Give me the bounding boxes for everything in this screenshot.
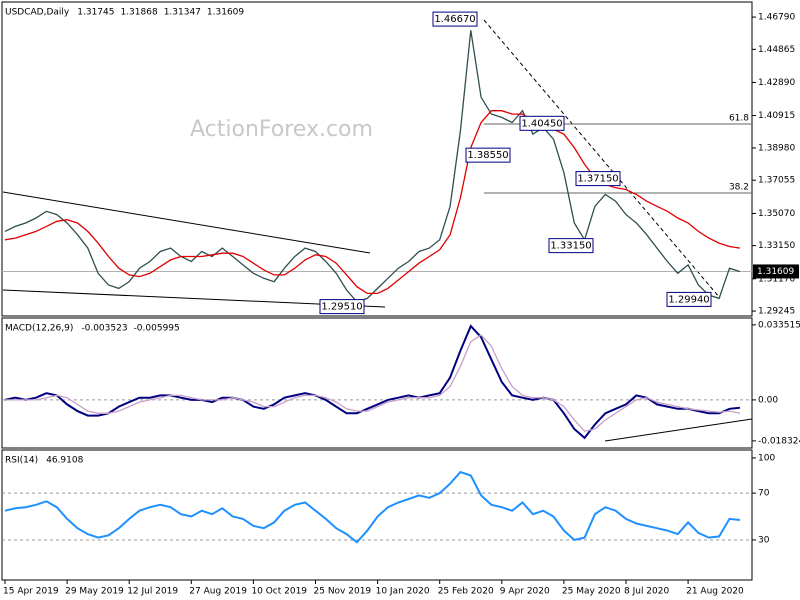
annotation-label: 1.29510	[321, 302, 362, 313]
fib-label: 61.8	[729, 113, 749, 123]
readout: 1.31868	[120, 8, 157, 18]
annotation-box	[319, 299, 365, 315]
readout: -0.005995	[134, 324, 180, 334]
annotation-box	[519, 115, 565, 131]
annotation-label: 1.46670	[434, 14, 475, 25]
y-tick-label: 1.37055	[758, 176, 795, 186]
y-tick-label: 0.033515	[758, 320, 800, 330]
y-tick-label: 70	[758, 489, 770, 499]
watermark: ActionForex.com	[190, 117, 373, 142]
x-tick-label: 27 Aug 2019	[189, 587, 247, 597]
annotation-box	[548, 238, 594, 254]
readout: 46.9108	[46, 456, 83, 466]
x-tick-label: 9 Apr 2020	[500, 587, 550, 597]
x-tick-label: 29 May 2019	[65, 587, 124, 597]
panel-border	[1, 1, 753, 317]
x-tick-label: 15 Apr 2019	[3, 587, 59, 597]
y-tick-label: 1.33150	[758, 241, 795, 251]
annotation-box	[465, 147, 511, 163]
y-tick-label: -0.018324	[758, 436, 800, 446]
y-tick-label: 0.00	[758, 395, 778, 405]
trend-line	[2, 191, 371, 254]
x-tick-label: 25 May 2020	[562, 587, 621, 597]
series-line	[4, 470, 741, 544]
series-line	[4, 110, 740, 295]
readout: -0.003523	[81, 324, 127, 334]
panel-border	[1, 449, 753, 581]
y-tick-label: 1.29245	[758, 307, 795, 317]
annotation-label: 1.37150	[577, 174, 618, 185]
x-tick-label: 10 Jan 2020	[376, 587, 430, 597]
y-tick-label: 100	[758, 453, 775, 463]
panel-title: MACD(12,26,9)	[5, 324, 73, 334]
annotation-box	[432, 11, 478, 27]
readout: 1.31745	[77, 8, 114, 18]
x-tick-label: 25 Feb 2020	[438, 587, 494, 597]
last-price-label: 1.31609	[757, 267, 794, 277]
y-tick-label: 1.31170	[758, 274, 795, 284]
annotation-label: 1.33150	[550, 241, 591, 252]
readout: 1.31609	[207, 8, 244, 18]
y-tick-label: 1.42890	[758, 78, 795, 88]
x-tick-label: 21 Aug 2020	[686, 587, 744, 597]
fib-label: 38.2	[729, 183, 749, 193]
readout: 1.31347	[164, 8, 201, 18]
annotation-label: 1.40450	[521, 118, 562, 129]
annotation-box	[575, 171, 621, 187]
annotation-box	[666, 291, 712, 307]
x-tick-label: 8 Jul 2020	[624, 587, 669, 597]
y-tick-label: 1.44865	[758, 45, 795, 55]
panel-title: USDCAD,Daily	[5, 8, 70, 18]
series-line	[5, 334, 741, 432]
series-line	[4, 324, 741, 440]
x-tick-label: 25 Nov 2019	[314, 587, 372, 597]
y-tick-label: 30	[758, 535, 770, 545]
last-price-box	[753, 264, 799, 279]
trend-line	[604, 418, 753, 442]
annotation-label: 1.29940	[668, 294, 709, 305]
trend-line	[483, 19, 721, 299]
annotation-label: 1.38550	[467, 150, 508, 161]
panel-border	[1, 317, 753, 449]
x-tick-label: 12 Jul 2019	[127, 587, 178, 597]
y-tick-label: 1.40915	[758, 111, 795, 121]
y-tick-label: 1.38980	[758, 143, 795, 153]
x-tick-label: 10 Oct 2019	[251, 587, 307, 597]
panel-title: RSI(14)	[5, 456, 38, 466]
y-tick-label: 1.35070	[758, 209, 795, 219]
y-tick-label: 1.46790	[758, 13, 795, 23]
